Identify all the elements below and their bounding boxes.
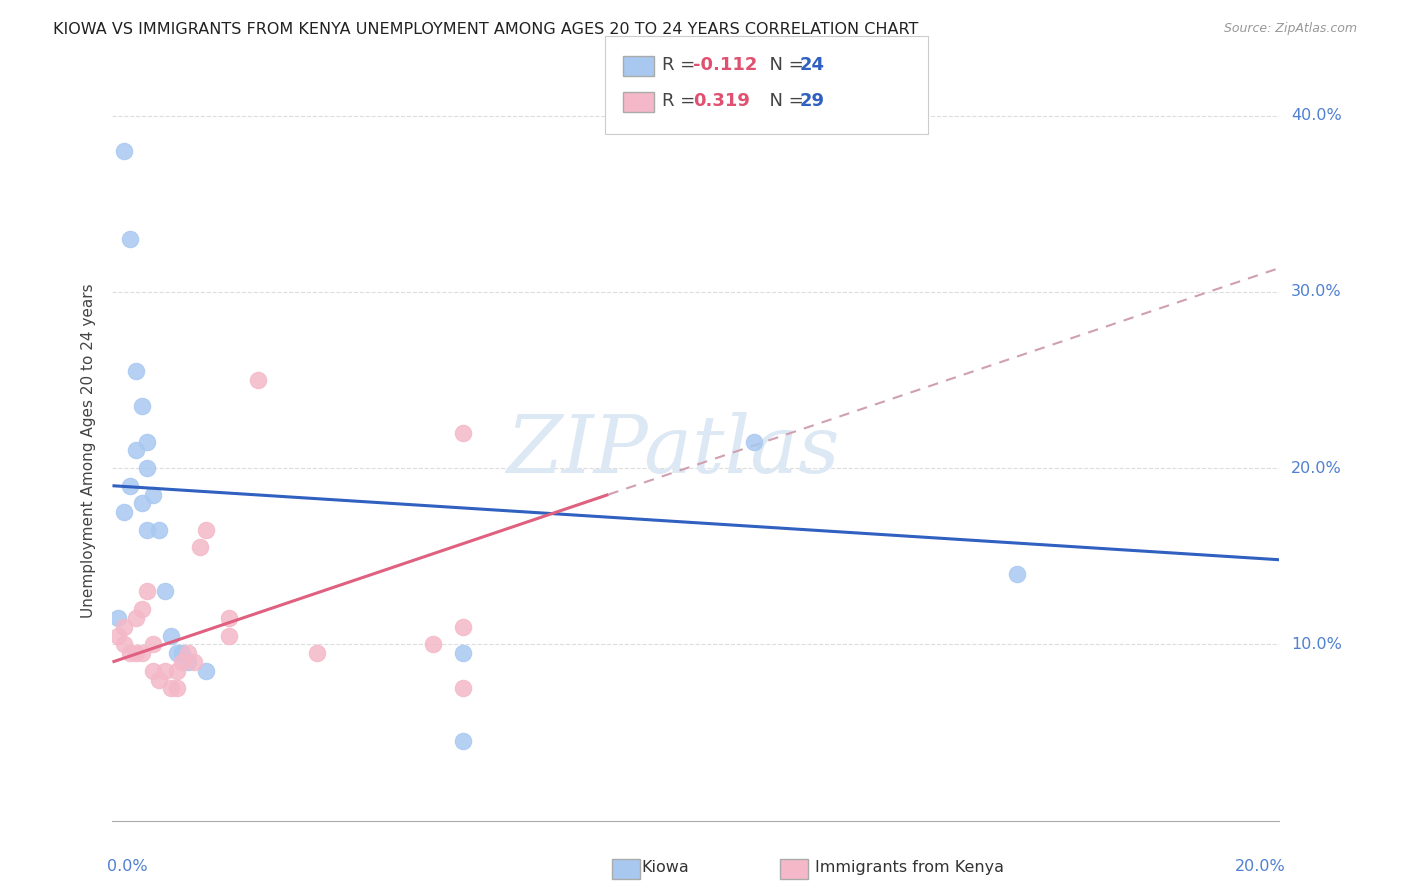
Point <box>131 400 153 414</box>
Point <box>136 523 159 537</box>
Point <box>112 637 135 651</box>
Text: 0.0%: 0.0% <box>107 859 148 874</box>
Point <box>451 646 474 660</box>
Point <box>422 637 444 651</box>
Point <box>247 373 270 387</box>
Point <box>166 664 188 678</box>
Point <box>218 628 240 642</box>
Point <box>142 487 165 501</box>
Point <box>166 646 188 660</box>
Point <box>131 602 153 616</box>
Point <box>153 664 176 678</box>
Point <box>194 523 217 537</box>
Point <box>451 681 474 696</box>
Text: N =: N = <box>758 92 810 110</box>
Text: N =: N = <box>758 56 810 74</box>
Text: R =: R = <box>662 92 707 110</box>
Point <box>451 734 474 748</box>
Point <box>172 655 194 669</box>
Point <box>136 434 159 449</box>
Point <box>107 628 129 642</box>
Point <box>125 443 148 458</box>
Point <box>194 664 217 678</box>
Point <box>142 637 165 651</box>
Point <box>177 646 200 660</box>
Point <box>148 523 170 537</box>
Text: 20.0%: 20.0% <box>1291 460 1341 475</box>
Text: -0.112: -0.112 <box>693 56 758 74</box>
Y-axis label: Unemployment Among Ages 20 to 24 years: Unemployment Among Ages 20 to 24 years <box>80 283 96 618</box>
Point <box>118 479 141 493</box>
Point <box>148 673 170 687</box>
Point <box>451 425 474 440</box>
Point <box>172 646 194 660</box>
Point <box>131 496 153 510</box>
Text: Source: ZipAtlas.com: Source: ZipAtlas.com <box>1223 22 1357 36</box>
Point <box>131 646 153 660</box>
Point <box>125 611 148 625</box>
Point <box>136 461 159 475</box>
Point <box>742 434 765 449</box>
Point <box>142 664 165 678</box>
Text: KIOWA VS IMMIGRANTS FROM KENYA UNEMPLOYMENT AMONG AGES 20 TO 24 YEARS CORRELATIO: KIOWA VS IMMIGRANTS FROM KENYA UNEMPLOYM… <box>53 22 918 37</box>
Point <box>112 620 135 634</box>
Point <box>1005 566 1028 581</box>
Text: Immigrants from Kenya: Immigrants from Kenya <box>815 860 1004 874</box>
Point <box>177 655 200 669</box>
Text: Kiowa: Kiowa <box>641 860 689 874</box>
Point <box>160 681 183 696</box>
Point <box>160 628 183 642</box>
Text: 20.0%: 20.0% <box>1234 859 1285 874</box>
Point <box>305 646 328 660</box>
Point <box>188 541 211 555</box>
Point <box>112 505 135 519</box>
Point <box>125 646 148 660</box>
Text: 29: 29 <box>800 92 825 110</box>
Point <box>107 611 129 625</box>
Point <box>166 681 188 696</box>
Text: R =: R = <box>662 56 702 74</box>
Text: 10.0%: 10.0% <box>1291 637 1341 652</box>
Point <box>118 232 141 246</box>
Text: 40.0%: 40.0% <box>1291 108 1341 123</box>
Text: 30.0%: 30.0% <box>1291 285 1341 300</box>
Text: 0.319: 0.319 <box>693 92 749 110</box>
Point <box>125 364 148 378</box>
Text: ZIPatlas: ZIPatlas <box>506 412 839 489</box>
Point <box>112 144 135 158</box>
Point <box>153 584 176 599</box>
Point <box>136 584 159 599</box>
Point <box>451 620 474 634</box>
Point <box>183 655 205 669</box>
Point <box>118 646 141 660</box>
Text: 24: 24 <box>800 56 825 74</box>
Point <box>218 611 240 625</box>
